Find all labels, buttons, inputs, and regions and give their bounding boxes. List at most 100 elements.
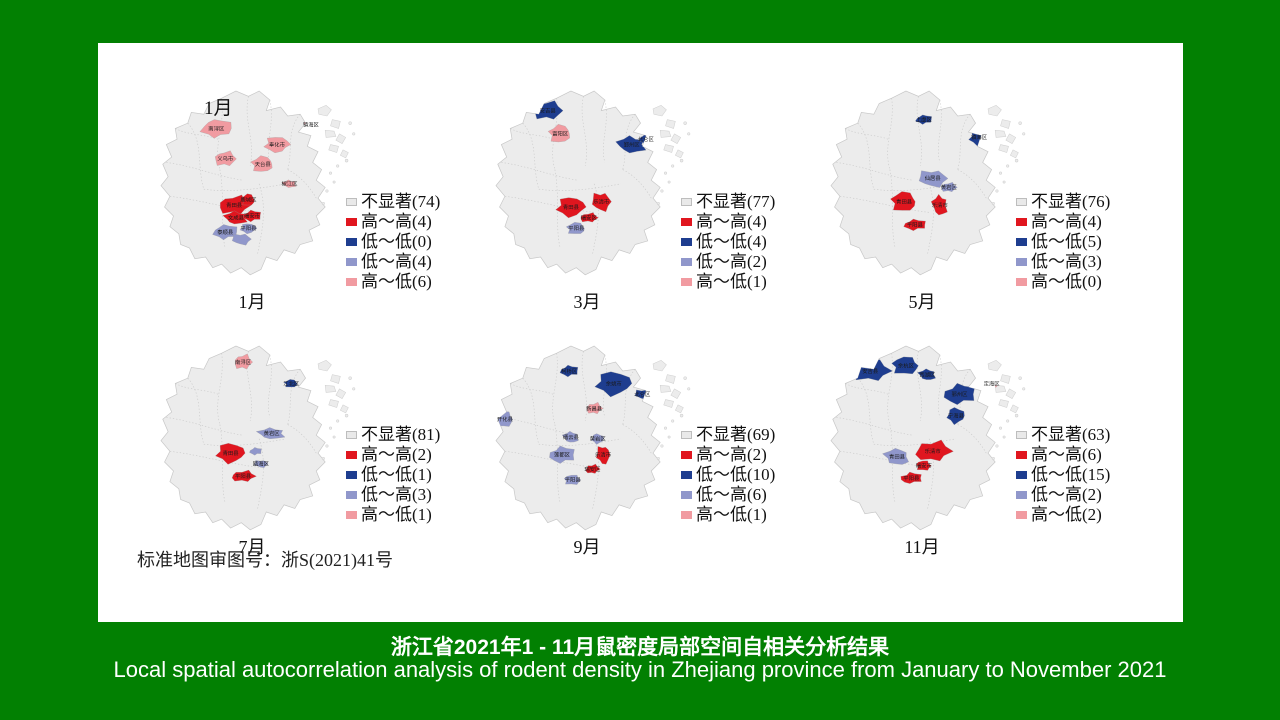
- region-平阳县: [903, 218, 926, 231]
- legend-swatch: [681, 451, 692, 459]
- region-label: 平阳县: [235, 472, 252, 480]
- map-legend: 不显著(76) 高～高(4) 低～低(5) 低～高(3) 高～低(0): [1016, 192, 1146, 292]
- region-label: 瓯海区: [253, 460, 270, 468]
- legend-swatch: [1016, 491, 1027, 499]
- region-label: 瑞安区: [581, 214, 598, 222]
- legend-label: 高～低(2): [1031, 505, 1102, 524]
- region-label: 北仑区: [634, 390, 651, 398]
- region-label: 安吉县: [862, 367, 879, 375]
- region-青田县: [882, 448, 909, 465]
- legend-label: 低～低(1): [361, 465, 432, 484]
- region-label: 平阳县: [903, 474, 920, 482]
- legend-item: 低～高(4): [346, 252, 476, 272]
- region-江北区: [283, 379, 298, 388]
- legend-item: 不显著(77): [681, 192, 811, 212]
- legend-item: 低～高(6): [681, 485, 811, 505]
- region-上虞区: [915, 114, 932, 125]
- significant-regions: [215, 353, 298, 482]
- region-黄岩区: [255, 427, 286, 439]
- map-month-label: 7月: [238, 537, 266, 557]
- region-label: 乐清市: [932, 201, 949, 209]
- province-outline: [830, 90, 996, 276]
- region-label: 平阳县: [907, 221, 924, 229]
- map-legend: 不显著(77) 高～高(4) 低～低(4) 低～高(2) 高～低(1): [681, 192, 811, 292]
- legend-item: 低～高(3): [1016, 252, 1146, 272]
- region-乐清市: [592, 192, 612, 213]
- coastal-islands: [652, 104, 691, 205]
- legend-swatch: [346, 431, 357, 439]
- legend-swatch: [346, 198, 357, 206]
- region-unlabeled: [232, 233, 252, 246]
- legend-swatch: [346, 258, 357, 266]
- region-富阳区: [547, 124, 570, 143]
- legend-item: 高～低(1): [681, 505, 811, 525]
- significant-regions: [890, 114, 990, 231]
- region-label: 余姚市: [606, 379, 623, 387]
- region-仙居县: [918, 170, 949, 188]
- region-label: 安吉县: [540, 106, 557, 114]
- region-莲都区: [549, 445, 575, 464]
- region-label: 缙云县: [563, 433, 580, 441]
- caption-english: Local spatial autocorrelation analysis o…: [113, 657, 1167, 682]
- region-新昌县: [586, 402, 604, 415]
- map-approval-note: 标准地图审图号：浙S(2021)41号: [137, 550, 393, 570]
- region-label: 瑞安市: [916, 461, 933, 469]
- region-label: 奉化市: [269, 140, 286, 148]
- region-label: 泰顺县: [217, 228, 234, 236]
- region-平阳县: [563, 475, 582, 485]
- legend-swatch: [1016, 431, 1027, 439]
- legend-label: 低～高(3): [1031, 252, 1102, 271]
- region-label: 瑞安市: [244, 212, 261, 220]
- region-label: 瑞安区: [584, 465, 601, 473]
- region-label: 鹿城区: [240, 196, 257, 204]
- legend-label: 低～低(4): [696, 232, 767, 251]
- legend-item: 低～高(2): [681, 252, 811, 272]
- region-鹿城区: [240, 193, 255, 206]
- region-椒江区: [281, 179, 297, 188]
- legend-label: 低～高(6): [696, 485, 767, 504]
- region-label: 黄岩区: [941, 183, 958, 191]
- legend-swatch: [346, 511, 357, 519]
- legend-label: 低～高(2): [1031, 485, 1102, 504]
- region-label: 南浔区: [208, 124, 225, 132]
- legend-item: 高～高(2): [681, 445, 811, 465]
- region-label: 莲都区: [554, 451, 571, 459]
- region-label: 青田县: [896, 197, 913, 205]
- region-unlabeled: [249, 447, 262, 456]
- region-label: 上虞区: [916, 115, 933, 123]
- legend-label: 高～高(4): [696, 212, 767, 231]
- legend-swatch: [1016, 451, 1027, 459]
- region-宁海县: [946, 407, 965, 425]
- legend-swatch: [346, 238, 357, 246]
- legend-swatch: [681, 431, 692, 439]
- legend-label: 低～低(10): [696, 465, 776, 484]
- region-label: 北仑区: [638, 135, 655, 143]
- maps-row-1: 南浔区 奉化市 镇海区 义乌市 天台县 椒江区 泰顺县 平阳县 青田县 鹿城区 文成县 瑞安市 1月 …: [116, 58, 1121, 320]
- legend-swatch: [1016, 218, 1027, 226]
- region-奉化市: [263, 137, 292, 154]
- region-南浔区: [199, 119, 232, 139]
- legend-label: 低～高(2): [696, 252, 767, 271]
- region-label: 青田县: [226, 201, 243, 209]
- maps-row-2: 南浔区 江北区 黄岩区 青田县 瓯海区 平阳县 不显著(81) 高～高(2) 低～低(1) 低～…: [116, 330, 1121, 592]
- significant-regions: [495, 364, 651, 485]
- legend-label: 不显著(74): [361, 192, 441, 211]
- legend-swatch: [681, 198, 692, 206]
- map-legend: 不显著(63) 高～高(6) 低～低(15) 低～高(2) 高～低(2): [1016, 425, 1146, 525]
- legend-item: 低～低(4): [681, 232, 811, 252]
- region-泰顺县: [212, 224, 238, 241]
- region-瑞安市: [915, 460, 932, 471]
- region-label: 定海区: [984, 379, 1001, 387]
- region-青田县: [215, 443, 246, 465]
- region-义乌市: [214, 150, 237, 166]
- legend-swatch: [1016, 278, 1027, 286]
- legend-swatch: [681, 491, 692, 499]
- map-month-label: 9月: [573, 537, 601, 557]
- coastal-islands: [987, 104, 1026, 205]
- legend-swatch: [346, 471, 357, 479]
- county-borders: [836, 96, 987, 256]
